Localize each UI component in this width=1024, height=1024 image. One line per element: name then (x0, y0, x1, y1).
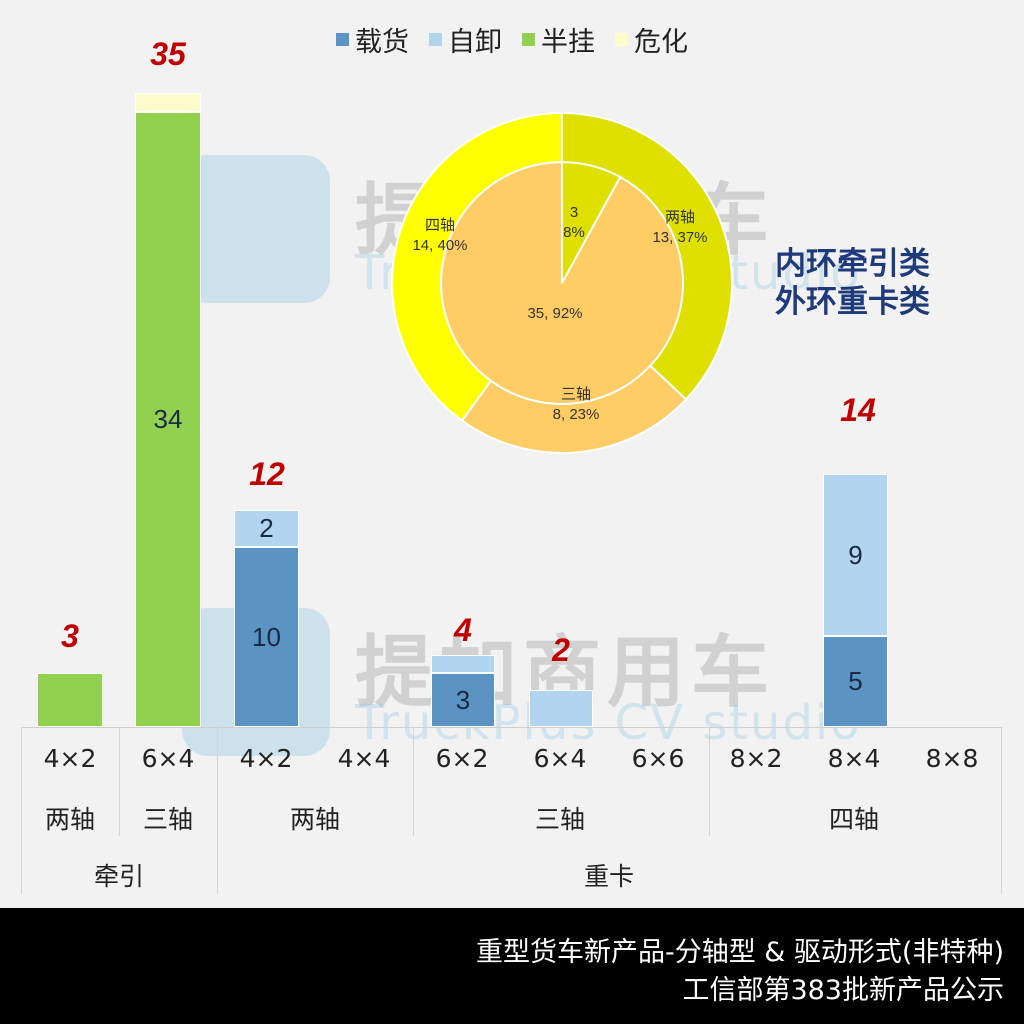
footer-banner: 重型货车新产品-分轴型 & 驱动形式(非特种) 工信部第383批新产品公示 (0, 908, 1024, 1024)
legend-swatch-icon (336, 33, 349, 46)
bar-segment-cargo[interactable]: 10 (234, 547, 299, 727)
axis-divider (21, 727, 22, 894)
axis-divider (217, 727, 218, 894)
drive-label: 4×2 (239, 744, 293, 773)
bar-segment-value: 2 (259, 513, 274, 543)
bar-segment-value: 5 (848, 666, 863, 696)
legend-swatch-icon (522, 33, 535, 46)
donut-outer-ring (391, 111, 734, 454)
bar-total-label: 12 (249, 456, 285, 492)
axis-divider (413, 727, 414, 836)
legend-item-hazmat[interactable]: 危化 (615, 20, 688, 59)
axle-label: 三轴 (142, 805, 193, 834)
bar-total-label: 3 (61, 618, 79, 654)
drive-label: 8×4 (827, 744, 881, 773)
bar-segment-dump[interactable] (529, 690, 593, 727)
donut-label-value: 3 (569, 204, 579, 221)
donut-note: 内环牵引类 外环重卡类 (775, 245, 930, 321)
drive-label: 6×4 (533, 744, 587, 773)
axle-label: 四轴 (828, 805, 879, 834)
donut-inner-ring (440, 161, 684, 405)
bar-segment-dump[interactable] (431, 655, 495, 673)
drive-label: 8×2 (729, 744, 783, 773)
donut-label-outer-two-axle: 两轴 13, 37% (640, 208, 720, 248)
donut-label-inner-small: 3 8% (556, 203, 592, 243)
donut-label-value: 8, 23% (552, 406, 600, 423)
donut-inner-two-axle[interactable] (561, 161, 622, 284)
donut-label-outer-three-axle: 三轴 8, 23% (536, 385, 616, 425)
legend-label: 危化 (634, 27, 688, 58)
bar-segment-semitrailer[interactable] (37, 673, 103, 727)
axis-divider (709, 727, 710, 836)
bar-segment-dump[interactable]: 9 (823, 474, 888, 636)
bar-segment-cargo[interactable]: 5 (823, 636, 888, 727)
drive-label: 4×4 (337, 744, 391, 773)
x-axis-line (21, 727, 1001, 728)
axle-label: 三轴 (534, 805, 585, 834)
axis-divider (1001, 727, 1002, 894)
donut-label-value: 14, 40% (412, 237, 468, 254)
footer-title: 重型货车新产品-分轴型 & 驱动形式(非特种) (475, 937, 1004, 968)
bar-segment-hazmat[interactable] (135, 93, 201, 112)
donut-label-inner-big: 35, 92% (527, 305, 583, 322)
drive-label: 8×8 (925, 744, 979, 773)
donut-label-name: 四轴 (424, 217, 455, 234)
legend-item-semitrailer[interactable]: 半挂 (522, 20, 595, 59)
drive-label: 4×2 (43, 744, 97, 773)
bar-segment-cargo[interactable]: 3 (431, 673, 495, 727)
legend-swatch-icon (615, 33, 628, 46)
bar-segment-value: 34 (153, 404, 183, 434)
watermark-logo-top (182, 155, 330, 303)
axle-label: 两轴 (44, 805, 95, 834)
donut-label-name: 两轴 (664, 209, 695, 226)
bar-total-label: 2 (552, 632, 570, 668)
drive-label: 6×4 (141, 744, 195, 773)
bar-total-label: 4 (454, 612, 472, 648)
drive-label: 6×2 (435, 744, 489, 773)
bar-total-label: 35 (150, 36, 186, 72)
bar-segment-dump[interactable]: 2 (234, 510, 299, 547)
category-label: 重卡 (583, 862, 634, 891)
axle-label: 两轴 (289, 805, 340, 834)
legend-item-dump[interactable]: 自卸 (429, 20, 502, 59)
footer-subtitle: 工信部第383批新产品公示 (682, 975, 1004, 1006)
drive-label: 6×6 (631, 744, 685, 773)
bar-segment-semitrailer[interactable]: 34 (135, 112, 201, 727)
donut-label-name: 三轴 (560, 386, 591, 403)
note-inner-ring: 内环牵引类 (775, 246, 930, 282)
note-outer-ring: 外环重卡类 (775, 284, 930, 320)
legend-item-cargo[interactable]: 载货 (336, 20, 409, 59)
chart-legend: 载货 自卸 半挂 危化 (0, 20, 1024, 59)
legend-label: 载货 (355, 27, 409, 58)
bar-segment-value: 3 (455, 684, 471, 715)
donut-label-outer-four-axle: 四轴 14, 40% (400, 216, 480, 256)
category-label: 牵引 (93, 862, 144, 891)
donut-chart (391, 111, 734, 454)
bar-segment-value: 10 (252, 621, 281, 652)
bar-total-label: 14 (840, 392, 876, 428)
legend-label: 半挂 (541, 27, 595, 58)
donut-label-value: 13, 37% (652, 229, 708, 246)
donut-label-percent: 8% (563, 224, 585, 241)
legend-label: 自卸 (448, 27, 502, 58)
bar-segment-value: 9 (848, 539, 863, 570)
axis-divider (119, 727, 120, 836)
legend-swatch-icon (429, 33, 442, 46)
